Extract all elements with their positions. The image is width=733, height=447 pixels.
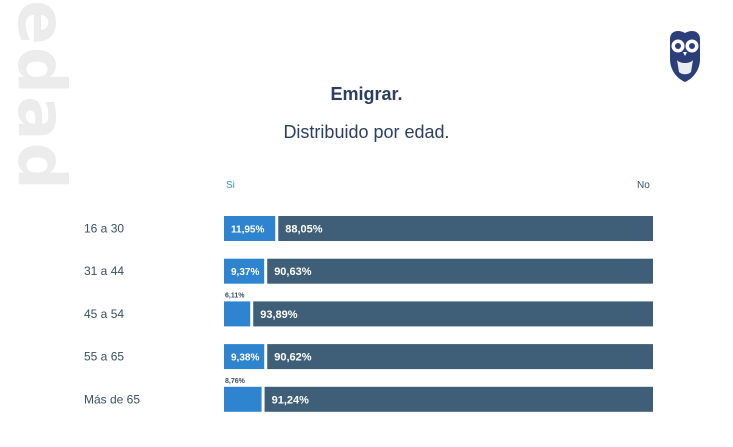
data-label-si: 8,76% bbox=[225, 378, 246, 385]
data-label-si: 9,38% bbox=[231, 353, 259, 364]
data-label-no: 90,62% bbox=[274, 352, 312, 364]
category-label: 45 a 54 bbox=[84, 307, 124, 321]
data-label-si: 6,11% bbox=[225, 292, 245, 299]
bar-si bbox=[224, 258, 265, 284]
data-label-no: 91,24% bbox=[272, 394, 310, 406]
category-label: 16 a 30 bbox=[84, 222, 124, 236]
data-label-si: 11,95% bbox=[231, 225, 264, 236]
category-label: 55 a 65 bbox=[84, 350, 124, 364]
owl-logo-icon bbox=[670, 31, 700, 82]
data-label-no: 90,63% bbox=[274, 266, 312, 278]
bar-no bbox=[267, 258, 653, 284]
bar-no bbox=[253, 301, 653, 327]
data-label-no: 93,89% bbox=[260, 309, 298, 321]
category-label: Más de 65 bbox=[84, 392, 140, 406]
category-label: 31 a 44 bbox=[84, 264, 124, 278]
data-label-no: 88,05% bbox=[285, 224, 323, 236]
bar-si bbox=[224, 386, 262, 412]
chart-subtitle: Distribuido por edad. bbox=[283, 122, 450, 142]
bar-no bbox=[267, 344, 653, 370]
bar-si bbox=[224, 216, 276, 241]
bar-si bbox=[224, 301, 251, 327]
bar-no bbox=[278, 216, 653, 241]
bar-si bbox=[224, 344, 265, 370]
data-label-si: 9,37% bbox=[231, 267, 259, 278]
legend-si: Si bbox=[226, 180, 235, 191]
legend-no: No bbox=[637, 180, 650, 191]
chart-title: Emigrar. bbox=[330, 84, 403, 104]
bar-no bbox=[264, 386, 653, 412]
